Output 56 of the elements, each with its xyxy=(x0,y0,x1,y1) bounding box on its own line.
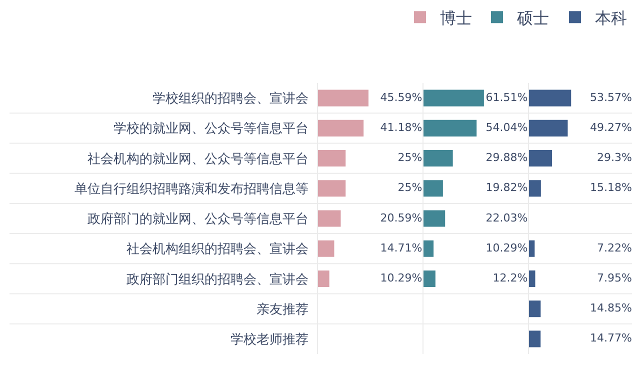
data-label: 29.88% xyxy=(486,151,528,164)
bar xyxy=(528,150,552,167)
bar xyxy=(423,180,443,197)
bar xyxy=(528,330,541,348)
bar xyxy=(528,120,568,136)
data-label: 29.3% xyxy=(597,151,632,164)
y-tick-label: 亲友推荐 xyxy=(256,302,308,318)
bar xyxy=(423,240,434,257)
y-tick-label: 社会机构的就业网、公众号等信息平台 xyxy=(87,152,308,167)
data-label: 41.18% xyxy=(380,120,422,134)
bar xyxy=(318,90,368,106)
bar xyxy=(528,240,535,257)
legend-label: 博士 xyxy=(440,8,472,28)
data-label: 49.27% xyxy=(590,120,632,134)
bar xyxy=(423,210,446,227)
bar xyxy=(528,270,536,287)
data-label: 7.95% xyxy=(597,271,632,284)
data-label: 14.77% xyxy=(590,332,632,345)
bar xyxy=(318,180,346,197)
y-tick-label: 政府部门组织的招聘会、宣讲会 xyxy=(126,271,308,288)
bar xyxy=(318,150,346,167)
data-label: 20.59% xyxy=(380,211,422,224)
data-label: 25% xyxy=(398,151,422,164)
y-tick-label: 学校的就业网、公众号等信息平台 xyxy=(113,122,308,137)
legend-label: 硕士 xyxy=(516,8,549,28)
legend-label: 本科 xyxy=(595,8,627,28)
bar xyxy=(528,90,572,106)
y-tick-label: 社会机构组织的招聘会、宣讲会 xyxy=(126,241,308,258)
data-label: 45.59% xyxy=(380,90,422,104)
data-label: 15.18% xyxy=(590,181,632,194)
bar xyxy=(318,240,334,257)
data-label: 54.04% xyxy=(486,120,528,134)
data-label: 53.57% xyxy=(590,90,632,104)
data-label: 7.22% xyxy=(597,241,632,254)
y-tick-label: 学校老师推荐 xyxy=(230,332,308,348)
y-tick-label: 单位自行组织招聘路演和发布招聘信息等 xyxy=(74,182,308,197)
bar xyxy=(528,300,541,318)
data-label: 19.82% xyxy=(486,181,528,194)
data-label: 14.85% xyxy=(590,302,632,315)
bar xyxy=(318,120,364,136)
bar xyxy=(318,210,341,227)
data-label: 14.71% xyxy=(380,241,422,254)
bar xyxy=(423,120,477,136)
data-label: 25% xyxy=(398,181,422,194)
data-label: 61.51% xyxy=(486,90,528,104)
bar xyxy=(318,270,330,287)
y-tick-label: 政府部门的就业网、公众号等信息平台 xyxy=(87,211,308,228)
y-tick-label: 学校组织的招聘会、宣讲会 xyxy=(152,90,308,107)
data-label: 12.2% xyxy=(492,271,528,284)
bar xyxy=(423,90,484,106)
data-label: 10.29% xyxy=(486,241,528,254)
bar xyxy=(528,180,541,197)
bar xyxy=(423,270,436,287)
bar xyxy=(423,150,453,167)
data-label: 22.03% xyxy=(486,211,528,224)
data-label: 10.29% xyxy=(380,271,422,284)
